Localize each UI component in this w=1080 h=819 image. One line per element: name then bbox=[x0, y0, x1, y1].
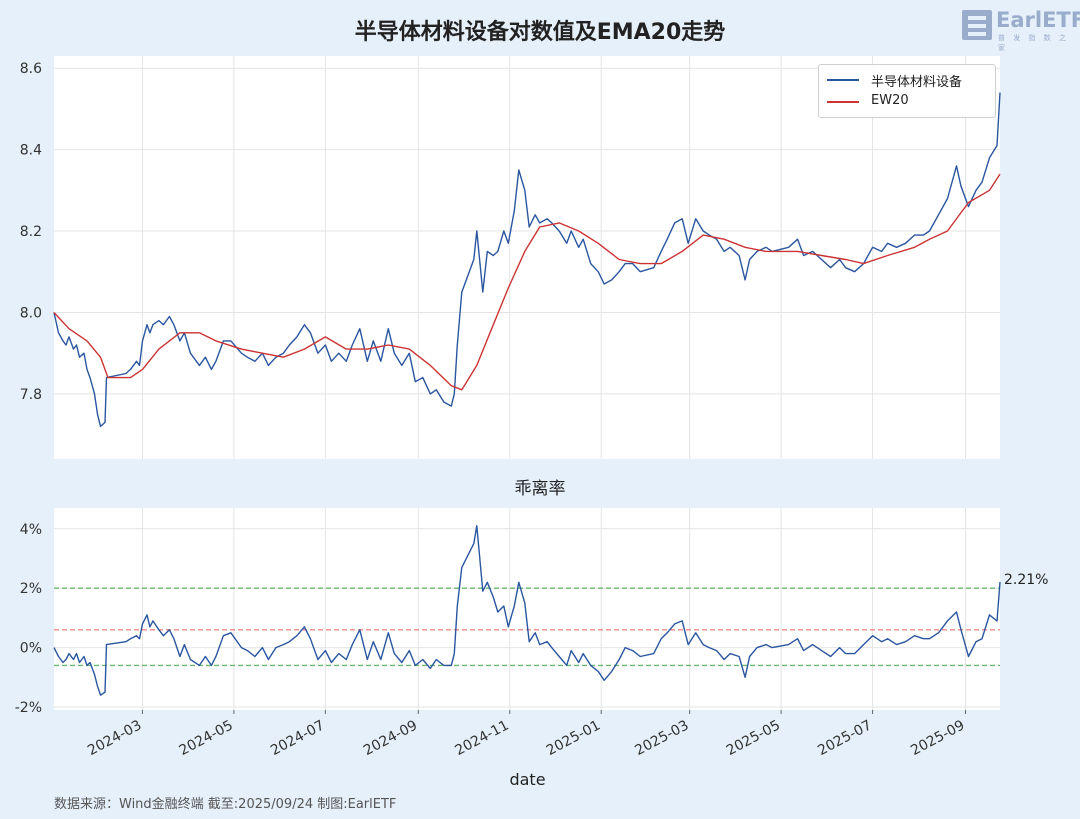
price-series-line-1 bbox=[53, 92, 1001, 428]
x-tick-label: 2025-01 bbox=[544, 717, 603, 759]
x-tick-label: 2025-03 bbox=[632, 717, 691, 759]
legend-item-series1: 半导体材料设备 bbox=[819, 70, 995, 90]
x-tick-label: 2024-07 bbox=[268, 717, 327, 759]
bias-y-tick-label: 0% bbox=[20, 641, 42, 657]
logo-text: EarlETF bbox=[996, 8, 1080, 32]
logo-subtext: 普 发 指 数 之 家 bbox=[998, 34, 1069, 52]
legend-swatch-series2 bbox=[827, 101, 859, 103]
bias-y-tick-label: 2% bbox=[20, 581, 42, 597]
bias-y-tick-label: -2% bbox=[15, 700, 42, 716]
chart-title: 半导体材料设备对数值及EMA20走势 bbox=[354, 20, 726, 45]
x-tick-label: 2024-05 bbox=[177, 717, 236, 759]
price-series-line-2 bbox=[53, 173, 1001, 391]
legend-label-series1: 半导体材料设备 bbox=[871, 75, 963, 90]
bias-series-line-1 bbox=[53, 525, 1001, 696]
price-y-tick-label: 8.4 bbox=[20, 143, 42, 159]
x-axis-label: date bbox=[509, 770, 546, 789]
legend-label-series2: EW20 bbox=[871, 93, 909, 108]
x-tick-label: 2024-03 bbox=[85, 717, 144, 759]
bias-y-tick-label: 4% bbox=[20, 522, 42, 538]
price-plot-area bbox=[54, 56, 1000, 459]
bias-subtitle: 乖离率 bbox=[514, 479, 566, 499]
source-note: 数据来源：Wind金融终端 截至:2025/09/24 制图:EarlETF bbox=[54, 797, 397, 812]
price-y-tick-label: 8.0 bbox=[20, 305, 42, 321]
x-tick-label: 2024-09 bbox=[361, 717, 420, 759]
earletf-logo: EarlETF 普 发 指 数 之 家 bbox=[962, 8, 1080, 52]
last-value-label: 2.21% bbox=[1004, 572, 1049, 588]
legend-swatch-series1 bbox=[827, 79, 859, 81]
price-y-tick-label: 8.2 bbox=[20, 224, 42, 240]
x-tick-label: 2025-09 bbox=[908, 717, 967, 759]
x-tick-label: 2025-07 bbox=[815, 717, 874, 759]
logo-mark-icon bbox=[962, 10, 992, 40]
x-tick-label: 2024-11 bbox=[452, 717, 511, 759]
legend: 半导体材料设备 EW20 bbox=[818, 64, 996, 118]
price-y-tick-label: 7.8 bbox=[20, 387, 42, 403]
price-y-tick-label: 8.6 bbox=[20, 61, 42, 77]
legend-item-series2: EW20 bbox=[819, 92, 995, 112]
bias-plot-area bbox=[54, 508, 1000, 710]
x-tick-label: 2025-05 bbox=[724, 717, 783, 759]
